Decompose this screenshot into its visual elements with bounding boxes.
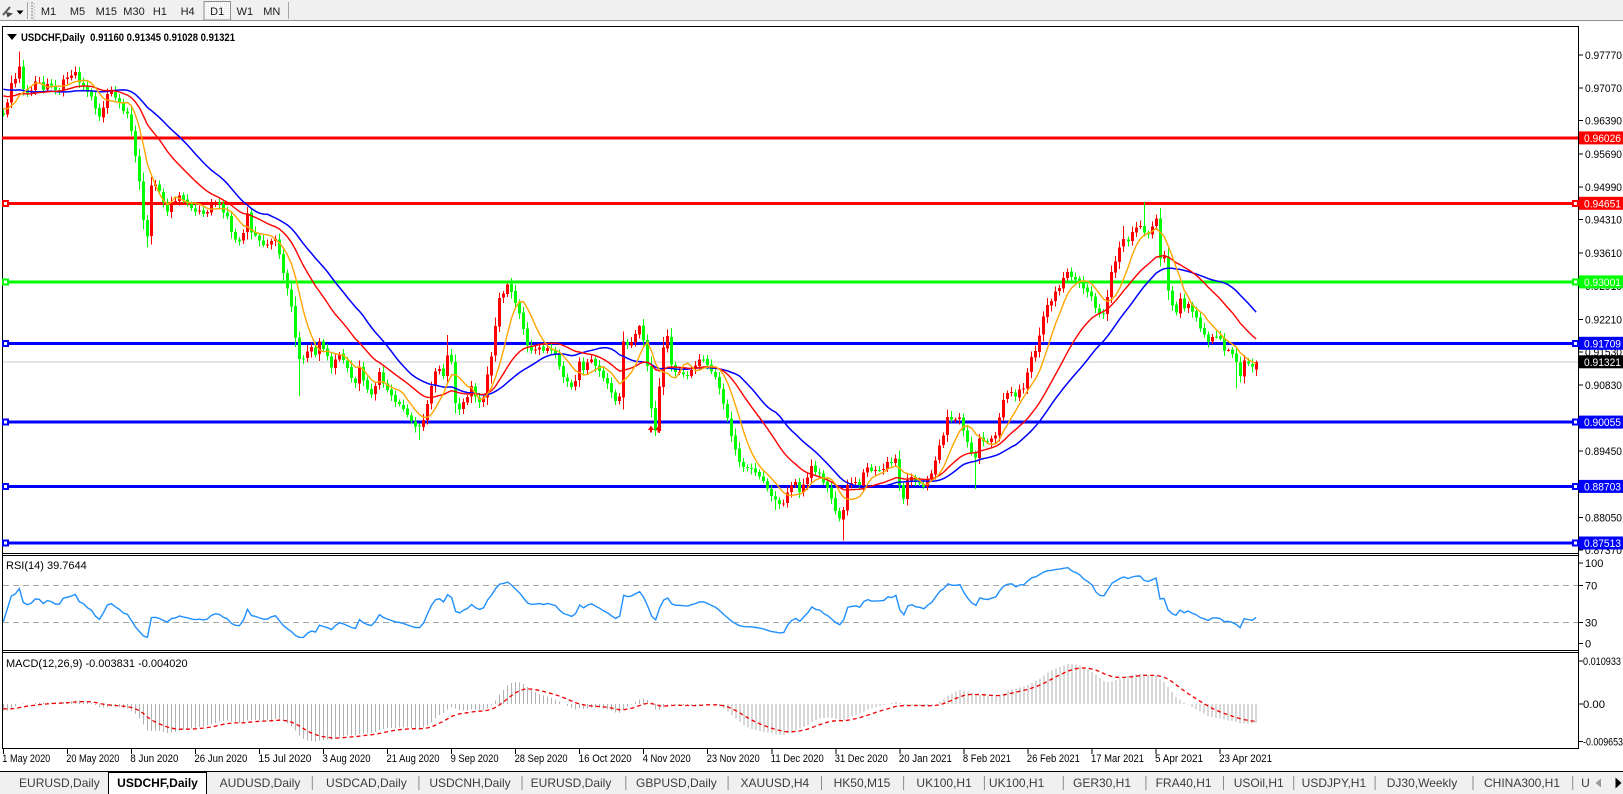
svg-text:XAUUSD,H4: XAUUSD,H4 xyxy=(741,776,810,790)
svg-text:9 Sep 2020: 9 Sep 2020 xyxy=(451,753,499,765)
svg-text:31 Dec 2020: 31 Dec 2020 xyxy=(835,753,888,765)
svg-text:0.97770: 0.97770 xyxy=(1585,50,1622,62)
svg-text:0.90830: 0.90830 xyxy=(1585,380,1622,392)
svg-text:AUDUSD,Daily: AUDUSD,Daily xyxy=(220,776,301,790)
svg-text:11 Dec 2020: 11 Dec 2020 xyxy=(771,753,824,765)
svg-text:USDCHF,Daily 0.91160 0.91345: USDCHF,Daily 0.91160 0.91345 0.91028 0.9… xyxy=(21,32,235,44)
svg-text:M5: M5 xyxy=(70,6,85,18)
svg-text:0.91709: 0.91709 xyxy=(1584,338,1621,350)
svg-text:100: 100 xyxy=(1585,558,1603,570)
svg-text:RSI(14) 39.7644: RSI(14) 39.7644 xyxy=(6,560,87,572)
svg-text:0.93001: 0.93001 xyxy=(1584,277,1621,289)
svg-text:1 May 2020: 1 May 2020 xyxy=(2,753,50,765)
svg-text:30: 30 xyxy=(1585,618,1597,630)
svg-text:CHINA300,H1: CHINA300,H1 xyxy=(1484,776,1560,790)
svg-text:0.97070: 0.97070 xyxy=(1585,83,1622,95)
svg-text:3 Aug 2020: 3 Aug 2020 xyxy=(323,753,371,765)
svg-text:8 Jun 2020: 8 Jun 2020 xyxy=(130,753,178,765)
svg-text:23 Apr 2021: 23 Apr 2021 xyxy=(1219,753,1272,765)
svg-text:GBPUSD,Daily: GBPUSD,Daily xyxy=(636,776,717,790)
svg-text:0.00: 0.00 xyxy=(1583,699,1605,711)
svg-text:0.96390: 0.96390 xyxy=(1585,116,1622,128)
svg-text:26 Feb 2021: 26 Feb 2021 xyxy=(1027,753,1080,765)
svg-text:0.95690: 0.95690 xyxy=(1585,149,1622,161)
svg-text:23 Nov 2020: 23 Nov 2020 xyxy=(707,753,760,765)
svg-text:0.92210: 0.92210 xyxy=(1585,315,1622,327)
svg-text:8 Feb 2021: 8 Feb 2021 xyxy=(963,753,1011,765)
svg-text:28 Sep 2020: 28 Sep 2020 xyxy=(515,753,568,765)
svg-text:0.88703: 0.88703 xyxy=(1584,481,1621,493)
svg-text:0.91321: 0.91321 xyxy=(1584,357,1621,369)
svg-text:USDJPY,H1: USDJPY,H1 xyxy=(1302,776,1367,790)
svg-text:15 Jul 2020: 15 Jul 2020 xyxy=(259,753,312,765)
svg-text:0.96026: 0.96026 xyxy=(1584,133,1621,145)
svg-text:HK50,M15: HK50,M15 xyxy=(834,776,891,790)
svg-text:0.94651: 0.94651 xyxy=(1584,198,1621,210)
svg-text:26 Jun 2020: 26 Jun 2020 xyxy=(194,753,247,765)
svg-text:EURUSD,Daily: EURUSD,Daily xyxy=(19,776,100,790)
svg-text:21 Aug 2020: 21 Aug 2020 xyxy=(387,753,440,765)
svg-text:MN: MN xyxy=(263,6,280,18)
svg-text:USOil,H1: USOil,H1 xyxy=(1234,776,1284,790)
svg-text:20 Jan 2021: 20 Jan 2021 xyxy=(899,753,952,765)
svg-text:USDCHF,Daily: USDCHF,Daily xyxy=(117,776,198,790)
svg-text:0.93610: 0.93610 xyxy=(1585,248,1622,260)
svg-text:USDCNH,Daily: USDCNH,Daily xyxy=(429,776,510,790)
svg-text:UK100,H1: UK100,H1 xyxy=(989,776,1045,790)
svg-text:0.88050: 0.88050 xyxy=(1585,513,1622,525)
svg-text:0.94990: 0.94990 xyxy=(1585,182,1622,194)
svg-text:H1: H1 xyxy=(153,6,167,18)
svg-text:0.010933: 0.010933 xyxy=(1583,656,1621,668)
svg-text:UK100,H1: UK100,H1 xyxy=(916,776,972,790)
svg-text:20 May 2020: 20 May 2020 xyxy=(66,753,119,765)
svg-text:5 Apr 2021: 5 Apr 2021 xyxy=(1155,753,1203,765)
svg-text:16 Oct 2020: 16 Oct 2020 xyxy=(579,753,632,765)
svg-text:EURUSD,Daily: EURUSD,Daily xyxy=(531,776,612,790)
svg-text:17 Mar 2021: 17 Mar 2021 xyxy=(1091,753,1144,765)
svg-text:MACD(12,26,9) -0.003831 -0.004: MACD(12,26,9) -0.003831 -0.004020 xyxy=(6,658,188,670)
svg-text:W1: W1 xyxy=(237,6,254,18)
svg-text:USDCAD,Daily: USDCAD,Daily xyxy=(326,776,407,790)
svg-text:M1: M1 xyxy=(41,6,56,18)
svg-text:-0.009653: -0.009653 xyxy=(1583,737,1623,749)
svg-text:4 Nov 2020: 4 Nov 2020 xyxy=(643,753,691,765)
svg-text:0.94310: 0.94310 xyxy=(1585,215,1622,227)
svg-text:0: 0 xyxy=(1585,639,1591,651)
svg-text:U: U xyxy=(1581,776,1590,790)
svg-text:FRA40,H1: FRA40,H1 xyxy=(1156,776,1212,790)
svg-text:M15: M15 xyxy=(96,6,117,18)
svg-text:0.89450: 0.89450 xyxy=(1585,446,1622,458)
svg-text:GER30,H1: GER30,H1 xyxy=(1073,776,1131,790)
svg-text:H4: H4 xyxy=(181,6,195,18)
svg-text:M30: M30 xyxy=(123,6,144,18)
svg-text:0.90055: 0.90055 xyxy=(1584,417,1621,429)
svg-text:D1: D1 xyxy=(210,6,224,18)
svg-text:70: 70 xyxy=(1585,581,1597,593)
svg-text:DJ30,Weekly: DJ30,Weekly xyxy=(1387,776,1457,790)
svg-text:0.87513: 0.87513 xyxy=(1584,538,1621,550)
